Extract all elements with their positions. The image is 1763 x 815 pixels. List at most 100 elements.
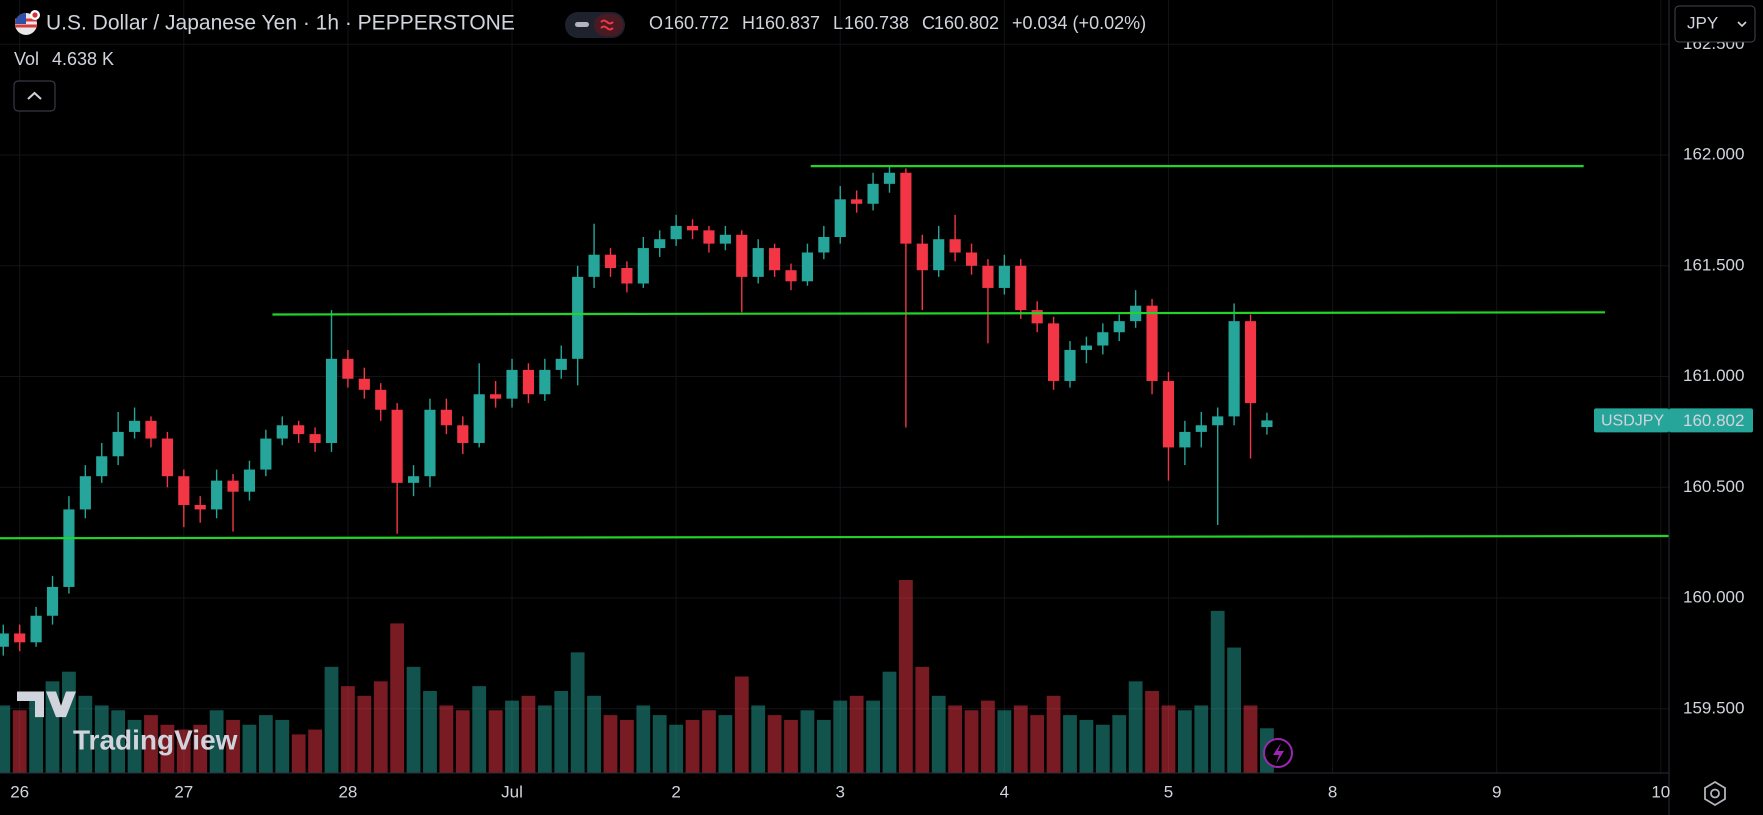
candle-body (736, 234, 748, 277)
symbol-title: U.S. Dollar / Japanese Yen · 1h · PEPPER… (46, 12, 515, 35)
candle-body (769, 248, 781, 271)
candle-body (703, 230, 715, 244)
legend-label: O (649, 13, 663, 33)
volume-bar (800, 710, 815, 773)
volume-bar (537, 705, 552, 773)
volume-bar (291, 734, 306, 773)
candle-body (276, 425, 288, 439)
candle-body (96, 456, 108, 477)
currency-button[interactable]: JPY (1674, 5, 1756, 43)
y-tick-label: 161.500 (1683, 255, 1744, 274)
volume-bar (1128, 681, 1143, 773)
last-price-label: 160.802 (1683, 411, 1744, 430)
candle-body (539, 369, 551, 395)
volume-bar (964, 710, 979, 773)
volume-bar (1243, 705, 1258, 773)
currency-label[interactable]: JPY (1687, 13, 1718, 32)
x-tick-label: 5 (1164, 782, 1173, 801)
symbol-icon (15, 10, 40, 35)
candle-body (391, 409, 403, 483)
candle-body (1146, 305, 1158, 381)
y-tick-label: 161.000 (1683, 366, 1744, 385)
candle-body (752, 248, 764, 277)
candle-body (834, 199, 846, 237)
candle-body (506, 369, 518, 399)
candle-body (621, 268, 633, 284)
candle-body (211, 480, 223, 510)
candle-body (686, 225, 699, 231)
symbol-tag-box (1594, 408, 1669, 433)
volume-bar (1079, 719, 1094, 773)
candle-body (260, 438, 272, 470)
candle-body (424, 409, 436, 477)
volume-bar (620, 719, 634, 773)
volume-bar (275, 719, 290, 773)
status-pill[interactable] (565, 12, 625, 38)
candle-body (227, 480, 239, 492)
candle-body (916, 243, 928, 271)
volume-bar (226, 719, 240, 773)
candle-body (457, 425, 469, 443)
volume-bar (341, 686, 355, 773)
candle-body (63, 509, 75, 587)
volume-bar (1194, 705, 1209, 773)
volume-bar (505, 700, 519, 773)
volume-bar (1145, 690, 1159, 773)
x-tick-label: 27 (174, 782, 193, 801)
candle-body (145, 420, 157, 439)
x-tick-label: Jul (501, 782, 523, 801)
volume-bar (981, 700, 995, 773)
volume-bar (882, 671, 897, 773)
x-tick-label: 28 (338, 782, 357, 801)
volume-bar (176, 729, 191, 773)
candle-body (1244, 321, 1257, 404)
x-tick-label: 10 (1651, 782, 1670, 801)
volume-bar (472, 686, 487, 773)
volume-bar (652, 715, 667, 773)
candle-body (112, 431, 124, 457)
collapse-button[interactable] (13, 80, 56, 112)
candle-body (243, 469, 256, 492)
y-tick-label: 159.500 (1683, 698, 1744, 717)
candle-body (178, 476, 190, 505)
candle-body (1113, 321, 1125, 333)
volume-title: Vol (14, 49, 39, 69)
volume-bar (193, 724, 208, 773)
volume-bar (357, 695, 372, 773)
volume-bar (1112, 715, 1127, 773)
settings-button[interactable] (1704, 780, 1726, 807)
volume-bar (111, 710, 126, 773)
x-tick-label: 3 (836, 782, 845, 801)
volume-bar (488, 710, 503, 773)
candle-body (818, 236, 830, 253)
candle-body (949, 239, 961, 253)
candle-body (1261, 420, 1273, 428)
candle-body (1048, 323, 1060, 381)
volume-bar (160, 724, 175, 773)
volume-bar (209, 710, 224, 773)
legend-value: 160.837 (755, 13, 820, 33)
volume-bar (1013, 705, 1028, 773)
lightning-button[interactable] (1263, 738, 1293, 768)
candle-body (473, 394, 485, 443)
candle-body (1097, 332, 1109, 346)
candle-body (637, 248, 649, 284)
volume-bar (587, 695, 601, 773)
volume-bar (685, 719, 700, 773)
volume-bar (1227, 647, 1242, 773)
volume-bar (833, 700, 848, 773)
volume-bar (455, 710, 470, 773)
volume-bar (784, 719, 798, 773)
volume-bar (439, 705, 454, 773)
volume-bar (94, 705, 109, 773)
candle-body (965, 252, 978, 266)
candle-body (900, 172, 912, 244)
volume-bar (324, 666, 339, 773)
candle-body (1179, 431, 1191, 448)
volume-bar (308, 729, 322, 773)
candle-body (0, 633, 9, 647)
volume-bar (390, 623, 405, 773)
x-tick-label: 2 (671, 782, 680, 801)
legend-label: L (833, 13, 843, 33)
